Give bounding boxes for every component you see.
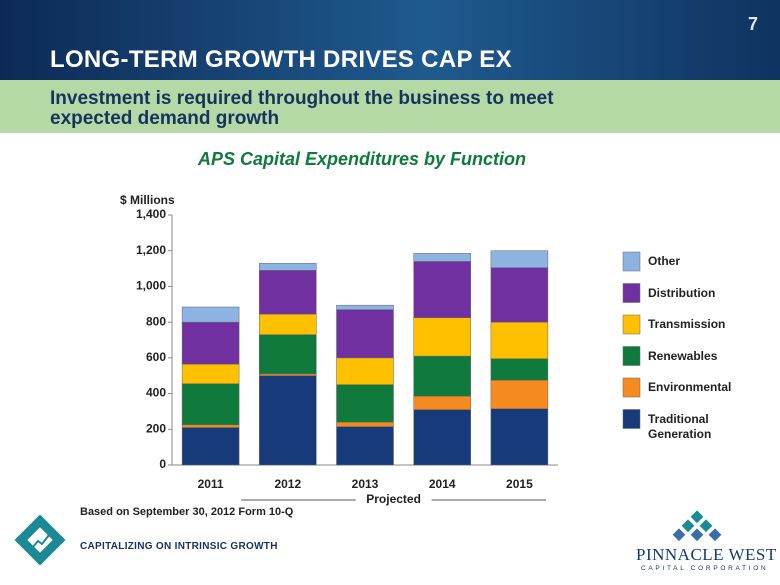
y-tick-label: 1,200: [136, 243, 166, 257]
annotation: Projected: [366, 492, 421, 506]
y-tick-label: 400: [146, 386, 166, 400]
y-tick-label: 600: [146, 350, 166, 364]
y-tick-label: 1,400: [136, 207, 166, 221]
bar-segment: [336, 309, 394, 359]
bar-segment: [490, 250, 549, 268]
legend-label: Environmental: [648, 380, 732, 394]
bar-segment: [181, 427, 240, 466]
slide-title: LONG-TERM GROWTH DRIVES CAP EX: [50, 46, 512, 73]
bar-segment: [490, 267, 549, 323]
pinnacle-logo-mark: [672, 510, 722, 542]
bar-segment: [336, 426, 394, 466]
bar-segment: [490, 321, 549, 359]
bar-segment: [413, 317, 471, 357]
x-tick-label: 2013: [352, 477, 379, 491]
slide-subtitle: Investment is required throughout the bu…: [50, 88, 554, 129]
bar-segment: [413, 253, 471, 262]
bar-segment: [413, 261, 471, 318]
bar-segment: [181, 424, 240, 428]
bar-segment: [181, 321, 240, 365]
legend-swatch: [622, 283, 641, 303]
bar-segment: [490, 379, 549, 409]
footnote: Based on September 30, 2012 Form 10-Q: [80, 506, 294, 518]
bar-segment: [336, 357, 394, 385]
bar-segment: [259, 313, 317, 335]
y-axis-label: $ Millions: [120, 193, 175, 207]
bar-segment: [336, 421, 394, 427]
legend-swatch: [622, 346, 641, 366]
x-tick-label: 2014: [429, 477, 456, 491]
legend-swatch: [622, 314, 641, 335]
logo-name: PINNACLE WEST: [636, 545, 777, 564]
bar-segment: [413, 409, 471, 466]
bar-segment: [181, 363, 240, 385]
logo-subtitle: CAPITAL CORPORATION: [641, 565, 769, 572]
bar-segment: [259, 270, 317, 315]
x-tick-label: 2015: [506, 477, 533, 491]
y-tick-label: 200: [146, 421, 166, 435]
bar-segment: [490, 358, 549, 381]
bar-segment: [490, 408, 549, 466]
x-tick-label: 2012: [274, 477, 301, 491]
tagline: CAPITALIZING ON INTRINSIC GROWTH: [80, 541, 278, 552]
bar-segment: [259, 375, 317, 466]
legend-swatch: [622, 377, 641, 398]
bar-segment: [336, 384, 394, 423]
bar-segment: [259, 334, 317, 375]
legend-swatch: [622, 251, 641, 272]
bar-segment: [181, 306, 240, 323]
bar-segment: [413, 355, 471, 397]
slide-number: 7: [747, 14, 758, 34]
bar-segment: [259, 262, 317, 271]
logo-icon: [14, 514, 66, 566]
bar-segment: [259, 373, 317, 376]
chart-title: APS Capital Expenditures by Function: [197, 149, 526, 169]
legend-swatch: [622, 409, 641, 429]
y-tick-label: 800: [146, 314, 166, 328]
legend-label: Distribution: [648, 285, 716, 300]
y-tick-label: 0: [159, 457, 166, 471]
header-band: [0, 0, 780, 80]
legend-label: Traditional Generation: [648, 411, 712, 441]
legend-label: Transmission: [648, 317, 726, 331]
bar-segment: [336, 304, 394, 310]
y-tick-label: 1,000: [136, 279, 166, 293]
bar-segment: [181, 383, 240, 426]
subtitle-band: [0, 80, 780, 133]
legend-label: Other: [648, 254, 681, 268]
x-tick-label: 2011: [198, 477, 224, 491]
legend-label: Renewables: [648, 348, 718, 363]
bar-segment: [413, 396, 471, 410]
